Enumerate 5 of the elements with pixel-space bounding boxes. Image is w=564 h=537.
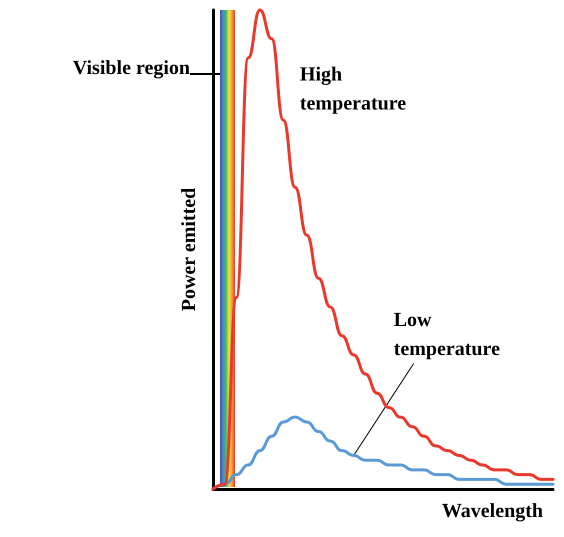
series-label: High temperature [300,64,406,114]
x-axis-title: Wavelength [442,500,543,522]
y-axis-title: Power emitted [178,188,200,312]
text: Visible region [72,57,190,79]
text: Low temperature [394,308,500,360]
